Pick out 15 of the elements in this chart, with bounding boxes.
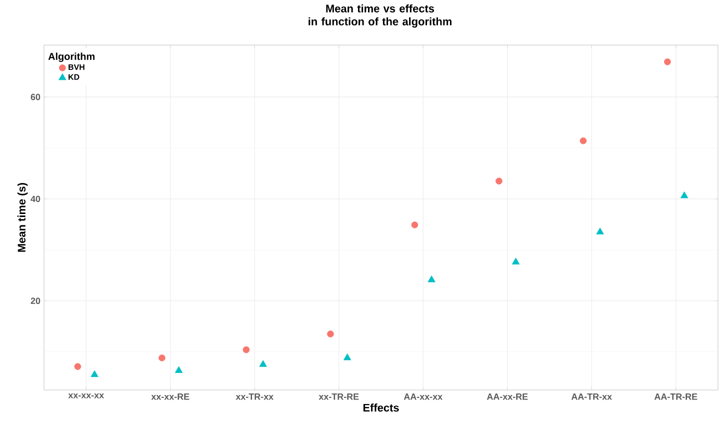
y-tick-label: 60 (30, 94, 40, 100)
x-axis-title: Effects (363, 404, 399, 412)
chart-title: Mean time vs effects in function of the algorithm (308, 4, 452, 28)
legend-title: Algorithm (48, 52, 94, 62)
x-tick-label: AA-TR-xx (571, 394, 612, 400)
y-axis-title: Mean time (s) (17, 183, 28, 252)
x-tick-label: xx-xx-RE (151, 394, 190, 400)
x-tick-label: xx-TR-RE (318, 394, 359, 400)
y-tick-label: 20 (30, 298, 40, 304)
x-tick-label: xx-TR-xx (236, 394, 274, 400)
x-tick-label: AA-TR-RE (654, 394, 698, 400)
x-tick-label: AA-xx-xx (404, 394, 442, 400)
x-tick-label: xx-xx-xx (68, 394, 104, 398)
y-tick-label: 40 (30, 196, 40, 202)
x-tick-label: AA-xx-RE (486, 394, 528, 400)
